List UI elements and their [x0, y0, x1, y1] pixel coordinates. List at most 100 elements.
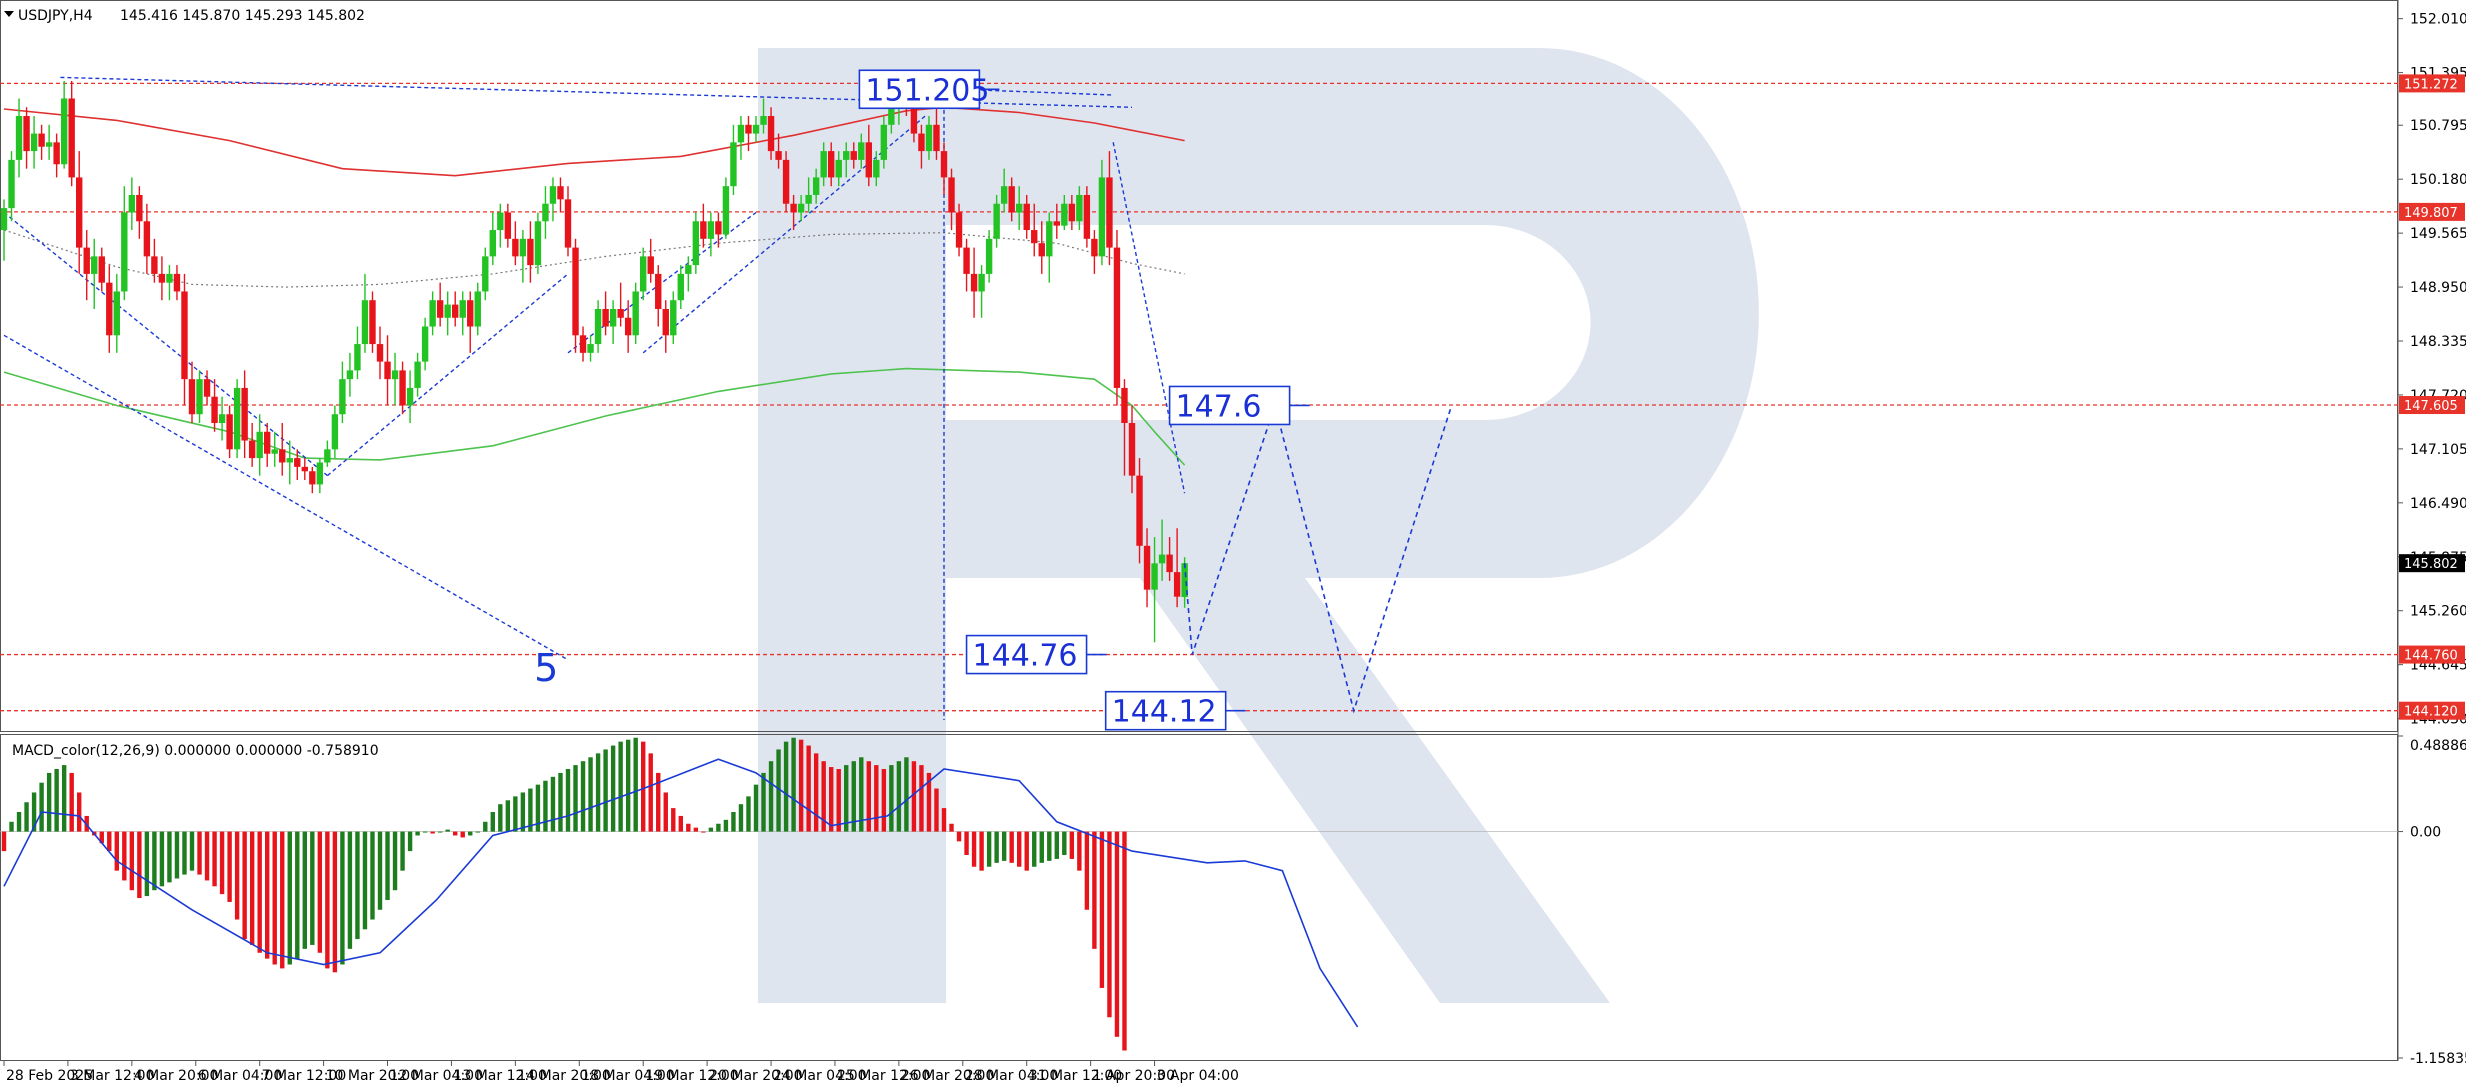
macd-bar[interactable]	[152, 831, 157, 891]
macd-bar[interactable]	[986, 831, 992, 867]
candle-body[interactable]	[579, 335, 587, 353]
candle-body[interactable]	[767, 116, 775, 152]
macd-bar[interactable]	[280, 831, 285, 969]
macd-bar[interactable]	[475, 831, 480, 833]
candle-body[interactable]	[256, 431, 263, 459]
macd-bar[interactable]	[227, 831, 232, 902]
candle-body[interactable]	[790, 203, 797, 213]
macd-bar[interactable]	[678, 815, 683, 832]
macd-bar[interactable]	[1084, 831, 1090, 910]
macd-bar[interactable]	[723, 819, 729, 832]
macd-bar[interactable]	[1017, 831, 1022, 867]
macd-bar[interactable]	[528, 788, 533, 832]
candle-body[interactable]	[173, 273, 181, 292]
macd-bar[interactable]	[738, 804, 744, 832]
macd-bar[interactable]	[287, 831, 292, 965]
macd-bar[interactable]	[129, 831, 135, 891]
macd-bar[interactable]	[618, 741, 623, 832]
macd-bar[interactable]	[498, 804, 503, 832]
candle-body[interactable]	[0, 208, 8, 231]
candle-body[interactable]	[640, 256, 647, 292]
candle-body[interactable]	[549, 186, 557, 204]
candle-body[interactable]	[91, 256, 98, 274]
candle-body[interactable]	[1023, 203, 1030, 231]
macd-bar[interactable]	[836, 769, 841, 832]
macd-bar[interactable]	[1039, 831, 1044, 863]
macd-bar[interactable]	[69, 772, 74, 832]
candle-body[interactable]	[858, 142, 865, 160]
candle-body[interactable]	[1158, 554, 1166, 564]
macd-bar[interactable]	[866, 761, 871, 832]
candle-body[interactable]	[331, 414, 339, 450]
macd-bar[interactable]	[648, 753, 653, 832]
macd-bar[interactable]	[302, 831, 307, 949]
macd-bar[interactable]	[16, 812, 22, 832]
candle-body[interactable]	[474, 291, 481, 327]
macd-bar[interactable]	[746, 796, 751, 832]
macd-bar[interactable]	[874, 765, 879, 832]
candle-body[interactable]	[512, 238, 519, 257]
candle-body[interactable]	[865, 142, 872, 178]
macd-bar[interactable]	[656, 772, 661, 832]
candle-body[interactable]	[1166, 554, 1173, 573]
macd-bar[interactable]	[385, 831, 390, 900]
macd-bar[interactable]	[844, 765, 849, 832]
macd-bar[interactable]	[46, 772, 52, 832]
macd-bar[interactable]	[415, 831, 420, 836]
macd-bar[interactable]	[904, 757, 909, 832]
macd-bar[interactable]	[829, 767, 834, 832]
macd-bar[interactable]	[61, 765, 67, 832]
price-callout[interactable]: 151.205	[858, 69, 1000, 110]
candle-body[interactable]	[459, 300, 466, 318]
macd-bar[interactable]	[174, 831, 180, 879]
candle-body[interactable]	[384, 361, 391, 380]
candle-body[interactable]	[782, 159, 790, 204]
candle-body[interactable]	[83, 247, 90, 274]
macd-bar[interactable]	[535, 784, 541, 832]
price-callout[interactable]: 144.76	[965, 634, 1107, 675]
macd-bar[interactable]	[806, 745, 811, 832]
candle-body[interactable]	[1038, 243, 1045, 257]
candle-body[interactable]	[700, 221, 707, 239]
candle-body[interactable]	[346, 370, 354, 380]
macd-bar[interactable]	[798, 739, 804, 832]
macd-bar[interactable]	[603, 749, 608, 832]
macd-bar[interactable]	[896, 761, 902, 832]
macd-bar[interactable]	[595, 753, 601, 832]
macd-bar[interactable]	[889, 765, 894, 832]
macd-bar[interactable]	[362, 831, 368, 930]
macd-bar[interactable]	[1114, 831, 1120, 1037]
macd-bar[interactable]	[407, 831, 413, 852]
candle-body[interactable]	[1136, 475, 1143, 546]
macd-bar[interactable]	[295, 831, 300, 959]
macd-bar[interactable]	[189, 831, 195, 871]
macd-bar[interactable]	[54, 769, 59, 832]
macd-bar[interactable]	[941, 808, 947, 832]
candle-body[interactable]	[76, 177, 83, 248]
macd-bar[interactable]	[370, 831, 375, 920]
candle-body[interactable]	[482, 256, 489, 292]
candle-body[interactable]	[1031, 230, 1038, 244]
candle-body[interactable]	[594, 308, 602, 345]
macd-bar[interactable]	[768, 761, 774, 832]
candle-body[interactable]	[1151, 563, 1158, 590]
candle-body[interactable]	[106, 282, 113, 336]
macd-bar[interactable]	[182, 831, 187, 875]
macd-bar[interactable]	[776, 749, 781, 832]
macd-bar[interactable]	[445, 829, 450, 832]
macd-bar[interactable]	[783, 741, 789, 832]
candle-body[interactable]	[376, 344, 384, 362]
macd-bar[interactable]	[543, 780, 548, 832]
candle-body[interactable]	[662, 308, 669, 336]
macd-bar[interactable]	[422, 831, 428, 833]
candle-body[interactable]	[226, 414, 233, 450]
macd-bar[interactable]	[31, 792, 37, 832]
candle-body[interactable]	[121, 212, 128, 292]
macd-bar[interactable]	[99, 831, 104, 844]
candle-body[interactable]	[737, 124, 745, 143]
candle-body[interactable]	[444, 304, 451, 318]
candle-body[interactable]	[519, 238, 527, 257]
candle-body[interactable]	[143, 221, 151, 257]
candle-body[interactable]	[128, 194, 136, 213]
macd-bar[interactable]	[114, 831, 119, 871]
